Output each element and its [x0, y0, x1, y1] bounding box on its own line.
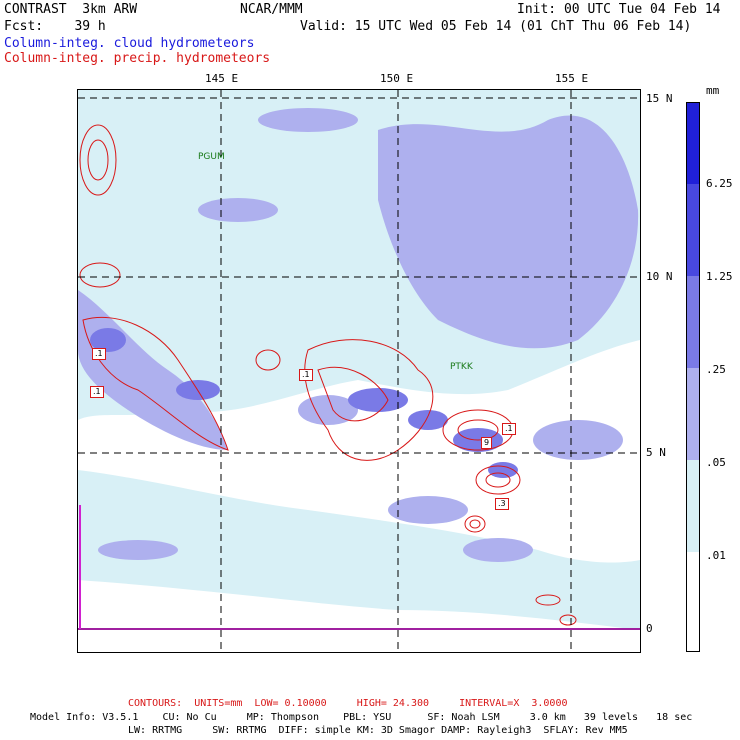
model-info-line2: LW: RRTMG SW: RRTMG DIFF: simple KM: 3D … — [128, 725, 628, 736]
contour-label-box: .1 — [299, 369, 313, 381]
institution-label: NCAR/MMM — [240, 2, 303, 17]
model-title: CONTRAST 3km ARW — [4, 2, 138, 17]
legend-cloud: Column-integ. cloud hydrometeors — [4, 36, 255, 51]
colorbar-label: 6.25 — [706, 177, 733, 190]
hydrometeor-map: PGUM PTKK .1 .1 .1 .1 9 .3 — [77, 89, 641, 653]
colorbar-label: 1.25 — [706, 270, 733, 283]
colorbar-label: .25 — [706, 363, 726, 376]
init-time: Init: 00 UTC Tue 04 Feb 14 — [517, 2, 721, 17]
colorbar-label: .01 — [706, 549, 726, 562]
colorbar-unit: mm — [706, 84, 720, 97]
colorbar — [686, 102, 700, 652]
lat-label-5n: 5 N — [646, 446, 666, 459]
lon-label-150: 150 E — [380, 72, 414, 85]
forecast-hour: Fcst: 39 h — [4, 19, 106, 34]
contour-label-box: 9 — [481, 437, 493, 449]
colorbar-label: .05 — [706, 456, 726, 469]
lon-label-155: 155 E — [555, 72, 589, 85]
contour-label-box: .1 — [90, 386, 104, 398]
cloud-field-medium — [78, 108, 639, 562]
valid-time: Valid: 15 UTC Wed 05 Feb 14 (01 ChT Thu … — [300, 19, 692, 34]
colorbar-segment — [687, 460, 699, 552]
contour-label-box: .1 — [502, 423, 516, 435]
map-field-svg — [78, 90, 640, 652]
colorbar-segment — [687, 552, 699, 651]
lat-label-0: 0 — [646, 622, 653, 635]
colorbar-segment — [687, 276, 699, 368]
lat-label-15n: 15 N — [646, 92, 673, 105]
station-ptkk: PTKK — [450, 362, 473, 372]
contours-info: CONTOURS: UNITS=mm LOW= 0.10000 HIGH= 24… — [128, 698, 568, 709]
lon-label-145: 145 E — [205, 72, 239, 85]
legend-precip: Column-integ. precip. hydrometeors — [4, 51, 271, 66]
precip-contours — [79, 124, 577, 626]
contour-label-box: .1 — [92, 348, 106, 360]
colorbar-segment — [687, 368, 699, 460]
colorbar-segment — [687, 184, 699, 276]
model-info-line1: Model Info: V3.5.1 CU: No Cu MP: Thompso… — [30, 712, 693, 723]
lat-label-10n: 10 N — [646, 270, 673, 283]
contour-label-box: .3 — [495, 498, 509, 510]
station-pgum: PGUM — [198, 152, 225, 162]
map-grid — [78, 90, 640, 652]
colorbar-segment — [687, 103, 699, 184]
